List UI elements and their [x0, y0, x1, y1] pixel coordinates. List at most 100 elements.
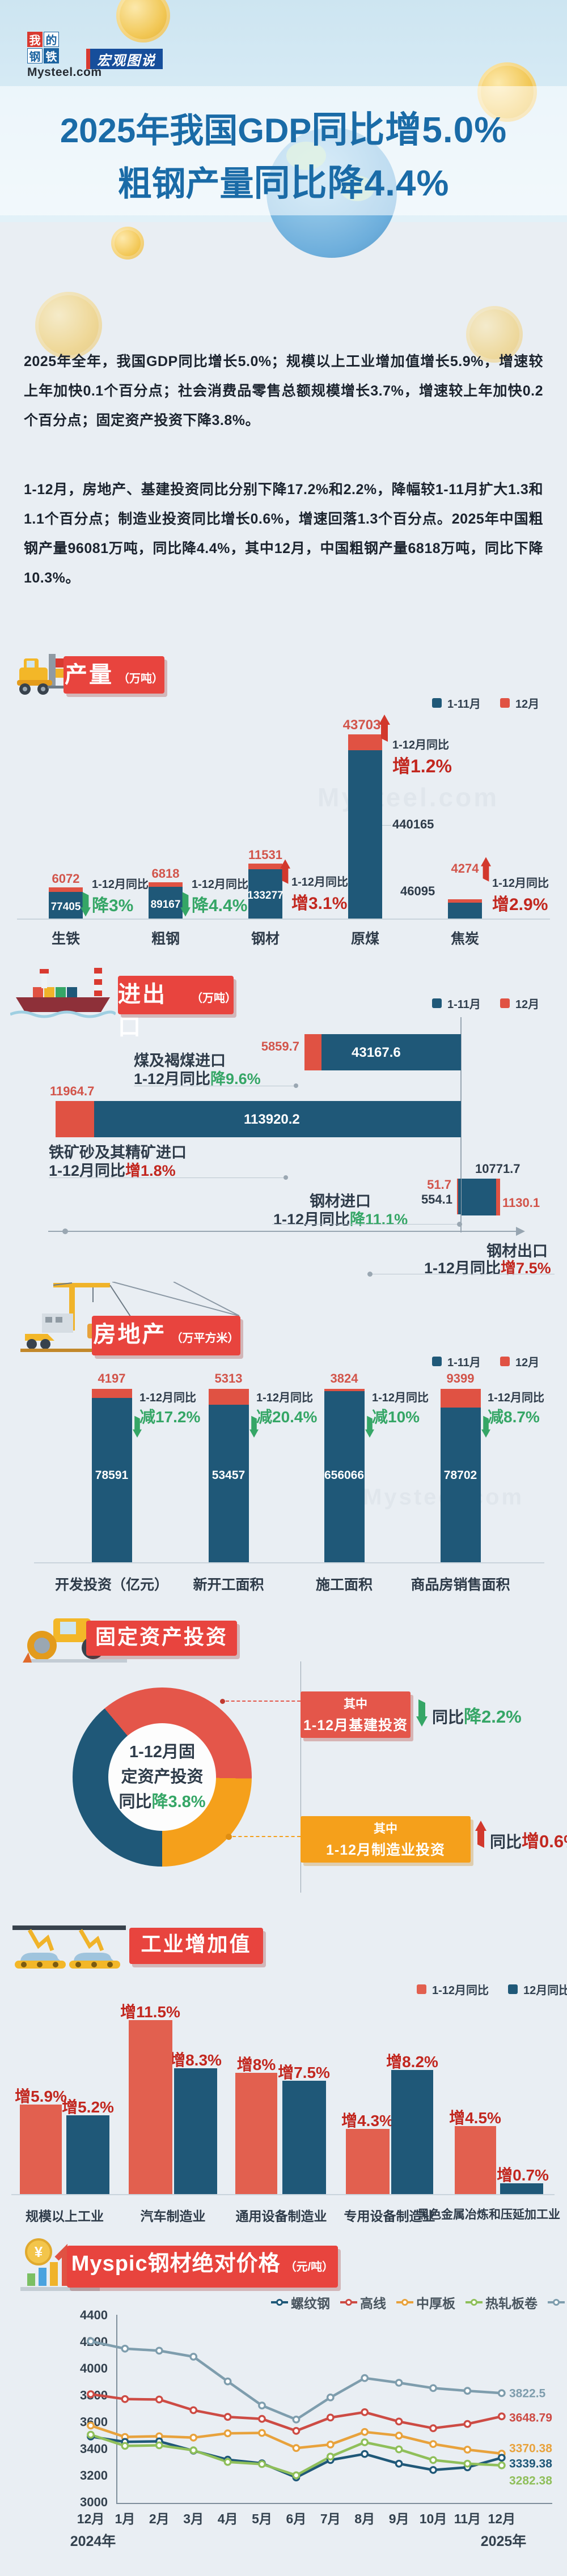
- macro-column-badge: 宏观图说: [86, 49, 163, 69]
- coin-decoration: [111, 227, 144, 260]
- category-devinvest: 开发投资（亿元）: [54, 1577, 169, 1593]
- category-underconstr: 施工面积: [315, 1577, 373, 1593]
- legend-swatch-blue: [508, 1984, 518, 1994]
- re-bar-dev-dec: [92, 1389, 132, 1398]
- bar-crudesteel-main: [149, 887, 183, 919]
- category-industry: 规模以上工业: [26, 2209, 104, 2224]
- x-tick: 9月: [389, 2511, 409, 2526]
- yoy-label: 1-12月同比: [273, 1211, 350, 1228]
- production-unit: （万吨）: [118, 673, 163, 685]
- y-tick: 3000: [80, 2495, 108, 2509]
- data-point-marker: [292, 2444, 301, 2452]
- data-point-marker: [429, 2384, 437, 2392]
- value-rawcoal-dec: 43703: [342, 717, 381, 733]
- logo-char: 的: [44, 32, 59, 47]
- value-steelproducts-dec: 11531: [248, 848, 282, 862]
- arrow-up-icon: [481, 857, 491, 882]
- donut-anchor-dot: [220, 1699, 225, 1704]
- data-point-marker: [429, 2424, 437, 2433]
- trade-bar-coal-main: [321, 1034, 461, 1070]
- yoy-value: 增2.9%: [492, 895, 548, 914]
- trade-yoy-coal: 1-12月同比降9.6%: [134, 1066, 261, 1089]
- re-note-sales: 1-12月同比 减8.7%: [488, 1388, 544, 1427]
- category-ferrous: 黑色金属冶炼和压延加工业: [417, 2208, 560, 2221]
- iav-label: 增8.2%: [386, 2053, 438, 2071]
- legend-item-wire: 高线: [340, 2293, 386, 2312]
- data-point-marker: [223, 2413, 232, 2421]
- legend-swatch-red: [500, 698, 510, 708]
- data-point-marker: [463, 2387, 472, 2395]
- callout-line2: 1-12月基建投资: [303, 1718, 408, 1733]
- myspic-legend: 螺纹钢 高线 中厚板 热轧板卷 冷轧板卷: [265, 2293, 567, 2312]
- data-point-marker: [87, 2430, 95, 2439]
- title2-normal: 粗钢产量: [117, 165, 254, 203]
- fai-center-yoy-value: 降3.8%: [151, 1793, 206, 1811]
- series-end-labels: 3822.5 3648.79 3370.38 3339.38 3282.38: [509, 2387, 552, 2488]
- data-point-marker: [497, 2412, 506, 2421]
- note-crudesteel: 1-12月同比 降4.4%: [192, 875, 248, 916]
- iav-bar: [346, 2129, 390, 2194]
- trade-label-steelimport: 钢材进口: [310, 1193, 371, 1210]
- production-legend: 1-11月 12月: [432, 695, 539, 711]
- callout-line1: 其中: [344, 1698, 367, 1711]
- data-point-marker: [429, 2466, 437, 2474]
- series-wire-line: [90, 2392, 502, 2433]
- x-tick: 12月: [77, 2511, 105, 2526]
- coin-decoration: [466, 306, 523, 363]
- trade-bar-ironore-main: [94, 1101, 461, 1137]
- y-tick: 4400: [80, 2309, 108, 2322]
- title2-bold: 同比降4.4%: [253, 163, 450, 203]
- trade-value-coal-dec: 5859.7: [261, 1039, 299, 1053]
- re-value-underconstr-main: 656066: [324, 1469, 365, 1482]
- yoy-label: 1-12月同比: [492, 877, 549, 890]
- logo-char: 我: [27, 32, 43, 47]
- legend-swatch-blue: [432, 998, 442, 1008]
- x-tick: 5月: [252, 2511, 272, 2526]
- iav-bar: [500, 2183, 543, 2194]
- arrow-down-icon: [249, 1415, 259, 1438]
- yoy-value: 降2.2%: [464, 1707, 522, 1727]
- bar-pigiron-main: [49, 892, 83, 919]
- legend-label: 中厚板: [416, 2296, 455, 2311]
- trade-unit: （万吨）: [191, 992, 236, 1005]
- data-point-marker: [258, 2401, 266, 2410]
- value-steelproducts-main: 133277: [247, 890, 284, 902]
- x-tick: 3月: [183, 2511, 204, 2526]
- data-point-marker: [326, 2452, 335, 2461]
- trade-label-ironore: 铁矿砂及其精矿进口: [49, 1144, 187, 1161]
- yoy-value: 增1.2%: [392, 756, 452, 776]
- trade-section-badge: 进出口 （万吨）: [118, 976, 236, 1040]
- iav-baseline: [11, 2194, 555, 2195]
- data-point-marker: [121, 2344, 129, 2353]
- yoy-value: 降11.1%: [350, 1211, 408, 1228]
- yoy-value: 降3%: [92, 896, 134, 915]
- data-point-marker: [429, 2440, 437, 2449]
- x-tick: 11月: [454, 2511, 481, 2526]
- re-value-dev-dec: 4197: [98, 1371, 126, 1385]
- trade-value-ironore-main: 113920.2: [244, 1112, 300, 1127]
- trade-bar-steelexport-dec: [496, 1179, 500, 1215]
- y-tick: 4000: [80, 2361, 108, 2375]
- re-bar-sales-dec: [441, 1389, 481, 1408]
- data-point-marker: [497, 2461, 506, 2469]
- note-pigiron: 1-12月同比 降3%: [92, 875, 149, 916]
- re-bar-underconstr-main: [324, 1391, 365, 1562]
- line-marker-icon: [396, 2299, 413, 2306]
- trade-bar-steelexport-main: [462, 1179, 496, 1215]
- trade-value-steelexport-dec: 1130.1: [502, 1196, 540, 1210]
- data-point-marker: [121, 2395, 129, 2403]
- iav-label: 增4.5%: [449, 2109, 501, 2127]
- data-point-marker: [189, 2353, 198, 2361]
- production-baseline: [17, 919, 550, 920]
- underline-dot: [367, 1272, 373, 1277]
- dashed-connector-orange: [232, 1836, 301, 1837]
- re-note-dev: 1-12月同比 减17.2%: [139, 1388, 200, 1427]
- assembly-line-icon: [12, 1925, 126, 1969]
- yoy-value: 增0.6%: [522, 1831, 567, 1851]
- title1-normal: 2025年我国GDP: [60, 112, 312, 150]
- re-value-dev-main: 78591: [95, 1469, 129, 1482]
- logo-characters: 我 的 钢 铁: [27, 32, 90, 63]
- note-rawcoal: 1-12月同比 增1.2%: [392, 736, 452, 778]
- legend-label: 1-11月: [447, 1357, 481, 1369]
